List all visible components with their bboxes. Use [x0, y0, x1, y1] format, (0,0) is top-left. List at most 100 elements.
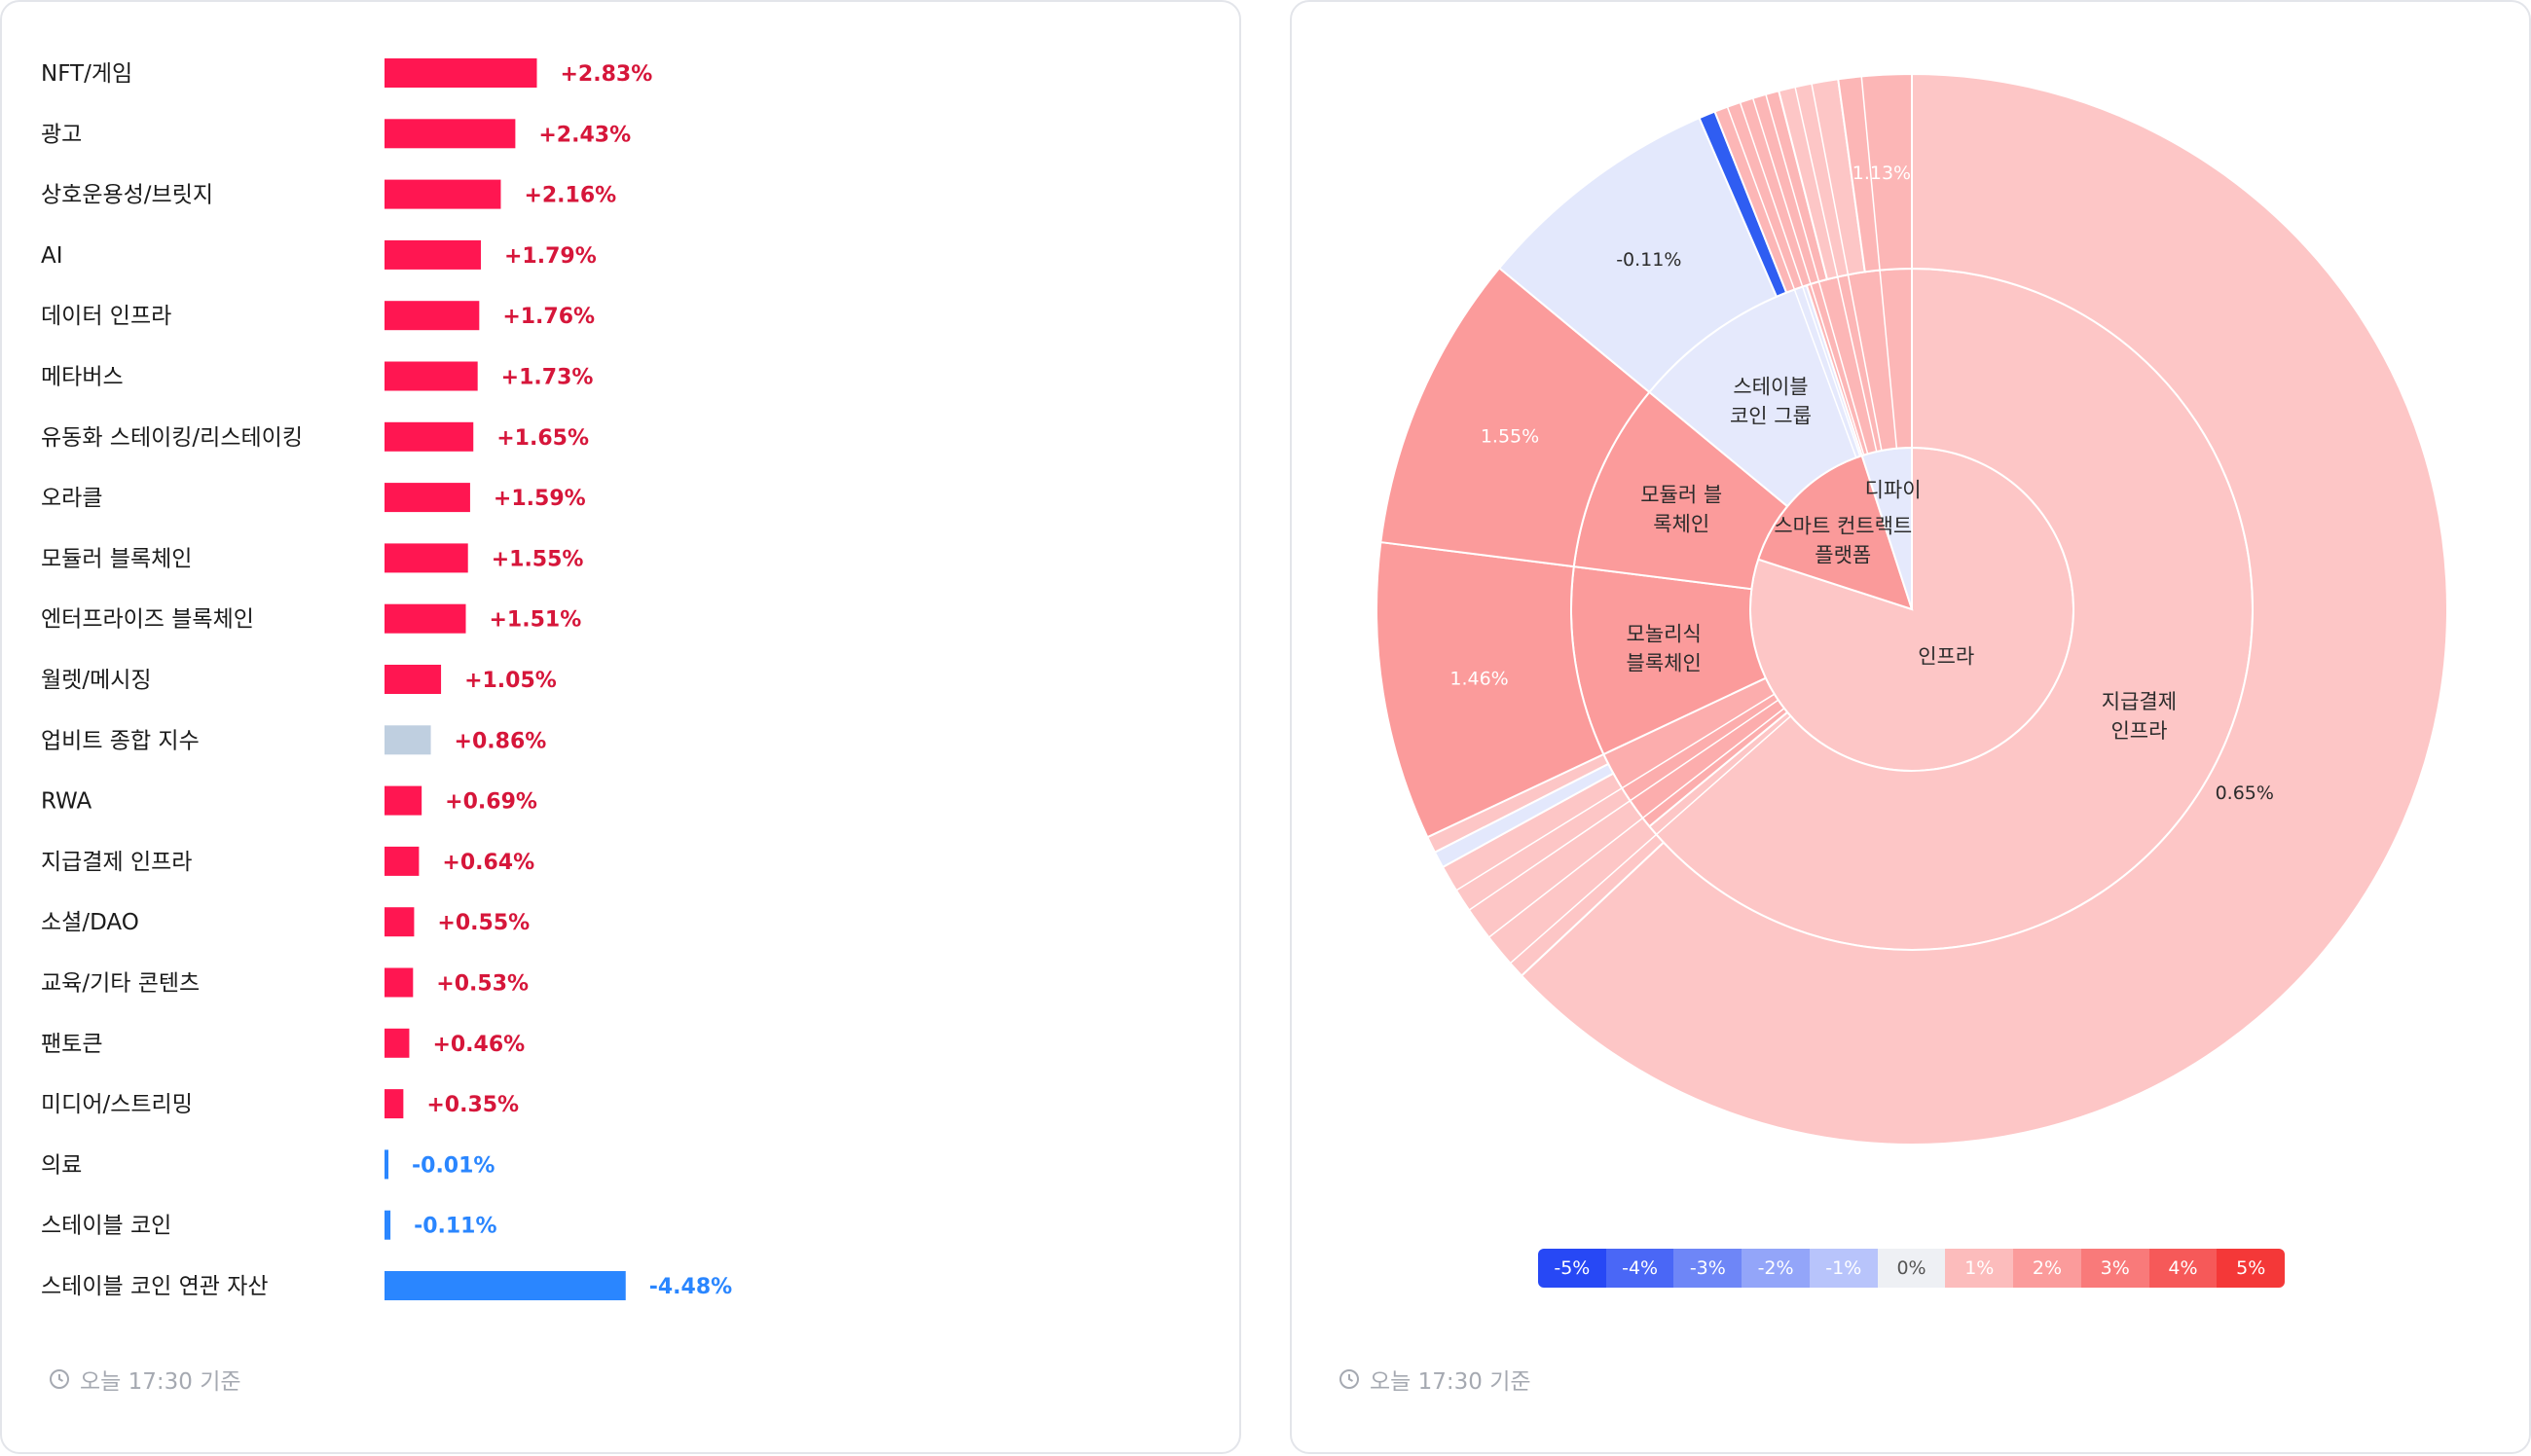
- bar-category-label: 팬토큰: [41, 1032, 102, 1057]
- legend-cell: 4%: [2148, 1249, 2218, 1288]
- bar[interactable]: [385, 785, 422, 816]
- bar-category-label: 유동화 스테이킹/리스테이킹: [41, 425, 303, 451]
- legend-cell: 2%: [2013, 1249, 2081, 1288]
- bar-category-label: 스테이블 코인: [41, 1214, 171, 1239]
- legend-cell: -3%: [1673, 1249, 1742, 1288]
- segment-divider: [1455, 693, 1776, 892]
- legend-cell: 5%: [2217, 1249, 2285, 1288]
- inner-segment-label: 디파이: [1865, 479, 1922, 502]
- bar-category-label: 오라클: [41, 486, 102, 511]
- legend-cell: 0%: [1877, 1249, 1946, 1288]
- bar-category-label: 업비트 종합 지수: [41, 728, 200, 753]
- outer-segment-label: 0.65%: [2216, 783, 2274, 804]
- segment-divider: [1726, 106, 1857, 458]
- outer-ring-segment[interactable]: [1520, 72, 2448, 1146]
- bar[interactable]: [385, 907, 415, 937]
- segment-divider: [1811, 83, 1883, 452]
- outer-segment-label: -0.11%: [1616, 249, 1681, 271]
- bar-category-label: 월렛/메시징: [41, 668, 152, 693]
- bar[interactable]: [385, 665, 442, 694]
- middle-segment-label: 모듈러 블 록체인: [1640, 484, 1722, 536]
- bar-category-label: 데이터 인프라: [41, 304, 171, 329]
- bar-value-label: +0.64%: [442, 851, 534, 875]
- middle-segment-label: 스테이블 코인 그룹: [1730, 376, 1812, 428]
- bar-category-label: NFT/게임: [41, 61, 132, 87]
- bar[interactable]: [385, 1271, 626, 1300]
- color-scale-legend: -5% -4% -3% -2% -1% 0% 1% 2% 3% 4% 5%: [1538, 1249, 2285, 1288]
- segment-divider: [1739, 101, 1861, 457]
- legend-cell: -5%: [1538, 1249, 1606, 1288]
- sunburst-panel-footer: 오늘 17:30 기준: [1339, 1363, 1531, 1396]
- bar-value-label: +1.73%: [501, 366, 594, 390]
- bar[interactable]: [385, 846, 420, 876]
- bar-value-label: +2.43%: [538, 123, 631, 147]
- middle-segment-label: 모놀리식 블록체인: [1627, 622, 1702, 674]
- bar-value-label: +1.65%: [496, 426, 589, 451]
- bar-value-label: +0.35%: [426, 1093, 519, 1117]
- bar-value-label: +1.55%: [492, 547, 584, 571]
- inner-segment-label: 스마트 컨트랙트 플랫폼: [1774, 514, 1912, 566]
- segment-divider: [1794, 87, 1878, 453]
- bar-chart-panel: NFT/게임 +2.83% 광고 +2.43% 상호운용성/브릿지 +2.16% AI +1.…: [0, 0, 1241, 1454]
- bar-category-label: 미디어/스트리밍: [41, 1092, 193, 1117]
- bar-category-label: 지급결제 인프라: [41, 850, 192, 875]
- bar[interactable]: [385, 179, 501, 209]
- bar-value-label: +1.76%: [502, 305, 595, 329]
- bar[interactable]: [385, 239, 481, 270]
- segment-divider: [1860, 76, 1898, 449]
- bar[interactable]: [385, 603, 466, 634]
- bar-value-label: +0.69%: [445, 790, 537, 815]
- clock-icon: [50, 1369, 69, 1389]
- bar[interactable]: [385, 301, 480, 331]
- bar-value-label: +1.05%: [464, 669, 557, 693]
- bar[interactable]: [385, 967, 414, 998]
- outer-segment-label: 1.46%: [1449, 668, 1508, 689]
- bar-value-label: +0.55%: [437, 911, 530, 935]
- bar[interactable]: [385, 725, 431, 755]
- bar-value-label: +1.51%: [490, 608, 582, 633]
- timestamp-label: 오늘 17:30 기준: [80, 1369, 241, 1395]
- bar[interactable]: [385, 421, 474, 452]
- segment-divider: [1751, 97, 1865, 455]
- segment-divider: [1468, 699, 1779, 911]
- legend-cell: -1%: [1809, 1249, 1878, 1288]
- bar[interactable]: [385, 1028, 410, 1058]
- bar[interactable]: [385, 1149, 388, 1180]
- bar-category-label: 메타버스: [41, 365, 124, 390]
- bar-category-label: 의료: [41, 1152, 82, 1178]
- timestamp-label: 오늘 17:30 기준: [1370, 1369, 1531, 1395]
- segment-divider: [1509, 715, 1791, 965]
- legend-cell: -4%: [1605, 1249, 1674, 1288]
- bar-category-label: AI: [41, 243, 63, 269]
- bar[interactable]: [385, 119, 516, 149]
- bar[interactable]: [385, 58, 537, 88]
- outer-ring-segment[interactable]: [1837, 72, 1913, 273]
- bar-value-label: -4.48%: [649, 1275, 732, 1299]
- bar-panel-footer: 오늘 17:30 기준: [49, 1363, 241, 1396]
- bar-category-label: 교육/기타 콘텐츠: [41, 971, 200, 997]
- bar-category-label: 엔터프라이즈 블록체인: [41, 607, 254, 633]
- bar[interactable]: [385, 361, 478, 391]
- bar-category-label: RWA: [41, 789, 92, 815]
- outer-segment-label: 1.55%: [1481, 425, 1539, 447]
- bar[interactable]: [385, 543, 468, 573]
- bar-value-label: -0.01%: [412, 1153, 495, 1178]
- bar-category-label: 모듈러 블록체인: [41, 546, 192, 571]
- bar-category-label: 스테이블 코인 연관 자산: [41, 1274, 269, 1299]
- bar-value-label: +0.46%: [432, 1033, 525, 1057]
- bar[interactable]: [385, 483, 470, 513]
- bar-value-label: +0.86%: [455, 729, 547, 753]
- bar-category-label: 상호운용성/브릿지: [41, 183, 213, 208]
- bar-category-label: 소셜/DAO: [41, 910, 139, 935]
- middle-segment-label: 지급결제 인프라: [2102, 690, 2177, 743]
- bar-value-label: +2.83%: [560, 62, 652, 87]
- bar[interactable]: [385, 1210, 391, 1240]
- clock-icon: [1339, 1369, 1359, 1389]
- outer-segment-label: 1.13%: [1852, 163, 1911, 184]
- legend-cell: -2%: [1742, 1249, 1810, 1288]
- bar[interactable]: [385, 1089, 404, 1119]
- inner-segment-label: 인프라: [1918, 645, 1974, 669]
- segment-divider: [1765, 93, 1869, 455]
